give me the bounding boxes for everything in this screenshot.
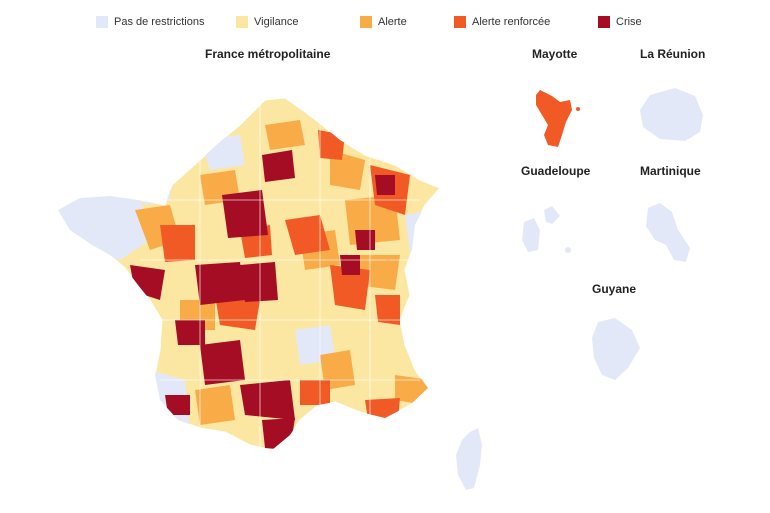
zone-crise — [262, 150, 295, 182]
legend-label: Alerte renforcée — [472, 16, 551, 28]
zone-alerte-renforcee — [365, 398, 400, 420]
zone-crise — [222, 190, 268, 238]
zone-crise — [240, 262, 278, 302]
zone-alerte — [330, 150, 365, 190]
zone-alerte-renforcee — [300, 380, 330, 405]
zone-crise — [200, 340, 245, 385]
zone-crise — [375, 175, 395, 195]
zone-alerte-renforcee — [160, 225, 195, 262]
zone-crise — [175, 320, 205, 345]
legend-swatch — [236, 16, 248, 28]
zone-alerte-renforcee — [330, 265, 370, 310]
title-guadeloupe: Guadeloupe — [521, 164, 591, 178]
legend-item-crise: Crise — [598, 16, 642, 28]
legend-item-alerte: Alerte — [360, 16, 407, 28]
zone-alerte — [265, 120, 305, 150]
legend-swatch — [454, 16, 466, 28]
legend-swatch — [598, 16, 610, 28]
title-mayotte: Mayotte — [532, 47, 578, 61]
zone-crise — [130, 265, 165, 300]
guadeloupe-shape — [522, 218, 540, 252]
zone-no-restriction — [140, 150, 172, 205]
legend-item-alerte-renforcee: Alerte renforcée — [454, 16, 550, 28]
legend-label: Alerte — [378, 16, 407, 28]
legend-label: Pas de restrictions — [114, 16, 205, 28]
legend-label: Vigilance — [254, 16, 299, 28]
zone-crise — [165, 395, 190, 415]
zone-alerte — [395, 375, 430, 405]
zone-alerte — [195, 385, 235, 425]
guadeloupe-shape — [544, 206, 560, 224]
mayotte-islet — [576, 107, 580, 111]
title-reunion: La Réunion — [640, 47, 706, 61]
mayotte-shape — [536, 90, 572, 147]
guadeloupe-islet — [565, 247, 571, 253]
martinique-shape — [646, 203, 690, 262]
zone-alerte-renforcee — [318, 130, 345, 160]
zone-alerte-renforcee — [285, 215, 330, 255]
metropole-map — [57, 97, 441, 451]
zone-crise — [240, 380, 295, 420]
zone-no-restriction — [58, 190, 150, 260]
legend-item-no-restriction: Pas de restrictions — [96, 16, 204, 28]
legend-label: Crise — [616, 16, 642, 28]
legend-swatch — [96, 16, 108, 28]
department-borders — [140, 100, 420, 450]
title-metropole: France métropolitaine — [205, 47, 331, 61]
title-martinique: Martinique — [640, 164, 701, 178]
zone-crise — [195, 262, 245, 305]
zone-crise — [340, 255, 360, 275]
reunion-shape — [640, 88, 703, 141]
guyane-shape — [592, 318, 640, 380]
zone-crise — [355, 230, 375, 250]
legend-item-vigilance: Vigilance — [236, 16, 298, 28]
zone-alerte-renforcee — [215, 295, 260, 330]
legend-swatch — [360, 16, 372, 28]
corse-shape — [456, 428, 482, 490]
title-guyane: Guyane — [592, 282, 637, 296]
zone-alerte-renforcee — [375, 295, 400, 325]
